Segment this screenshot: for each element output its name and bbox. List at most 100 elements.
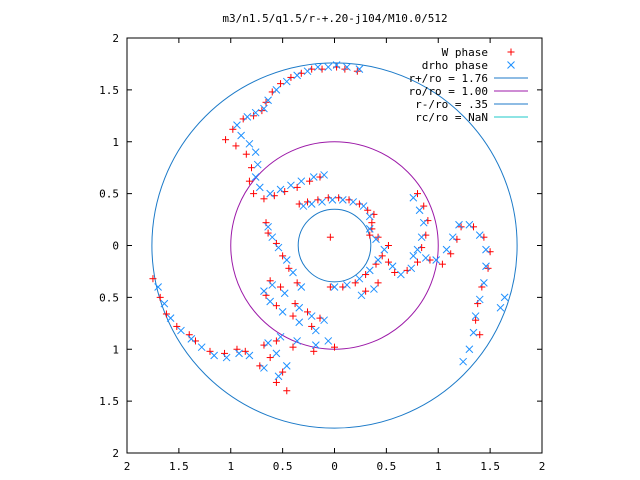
drho-phase-point bbox=[365, 266, 374, 275]
drho-phase-point bbox=[343, 63, 351, 71]
drho-phase-point bbox=[388, 262, 397, 271]
circle-r-ratio bbox=[297, 208, 372, 283]
w-phase-point bbox=[289, 343, 297, 351]
y-tick-label: 1.5 bbox=[99, 395, 119, 408]
drho-phase-point bbox=[197, 343, 206, 352]
drho-phase-point bbox=[303, 67, 312, 76]
w-phase-point bbox=[351, 279, 359, 287]
drho-phase-point bbox=[245, 351, 254, 360]
drho-phase-point bbox=[266, 297, 275, 306]
w-phase-point bbox=[229, 125, 237, 133]
drho-phase-point bbox=[160, 299, 169, 308]
drho-phase-point bbox=[210, 351, 219, 360]
drho-phase-point bbox=[260, 364, 268, 372]
y-tick-label: 0.5 bbox=[99, 188, 119, 201]
x-tick-label: 1 bbox=[435, 460, 442, 473]
w-phase-point bbox=[326, 233, 334, 241]
drho-phase-point bbox=[233, 121, 241, 130]
drho-phase-point bbox=[332, 61, 341, 69]
drho-phase-point bbox=[166, 314, 175, 322]
data-points bbox=[149, 61, 509, 395]
legend-label: ro/ro = 1.00 bbox=[409, 85, 488, 98]
w-phase-point bbox=[293, 279, 301, 287]
w-phase-point bbox=[447, 250, 455, 258]
w-phase-point bbox=[364, 206, 372, 214]
w-phase-point bbox=[250, 112, 258, 120]
drho-phase-point bbox=[260, 104, 268, 113]
axis-ticks: 2 1.5 1 0.5 0 0.5 1 1.5 221.510.500.511.52 bbox=[99, 32, 545, 473]
drho-phase-point bbox=[255, 183, 264, 192]
drho-phase-point bbox=[328, 195, 337, 204]
y-tick-label: 0 bbox=[112, 240, 119, 253]
x-tick-label: 1.5 bbox=[480, 460, 500, 473]
y-tick-label: 0.5 bbox=[99, 291, 119, 304]
w-phase-point bbox=[291, 300, 299, 308]
drho-phase-point bbox=[370, 285, 378, 293]
drho-phase-point bbox=[496, 303, 505, 312]
w-phase-point bbox=[420, 202, 428, 210]
w-phase-point bbox=[206, 347, 214, 355]
legend-marker bbox=[507, 61, 515, 69]
legend-marker bbox=[507, 48, 515, 56]
drho-phase-point bbox=[272, 349, 281, 358]
w-phase-point bbox=[310, 347, 318, 355]
legend-label: drho phase bbox=[422, 59, 488, 72]
y-tick-label: 2 bbox=[112, 32, 119, 45]
w-phase-point bbox=[279, 368, 287, 376]
drho-phase-point bbox=[222, 353, 231, 362]
w-phase-point bbox=[248, 164, 255, 172]
w-phase-point bbox=[391, 268, 399, 276]
w-phase-point bbox=[156, 293, 164, 301]
w-phase-point bbox=[245, 177, 253, 185]
w-phase-point bbox=[250, 190, 258, 198]
drho-phase-point bbox=[235, 349, 243, 358]
drho-phase-point bbox=[355, 65, 364, 73]
drho-phase-point bbox=[320, 171, 328, 179]
w-phase-point bbox=[272, 337, 280, 345]
drho-phase-point bbox=[407, 264, 416, 273]
drho-phase-point bbox=[266, 189, 275, 198]
drho-phase-point bbox=[299, 202, 308, 210]
w-phase-point bbox=[366, 231, 374, 239]
drho-phase-point bbox=[287, 181, 295, 190]
drho-phase-point bbox=[260, 287, 268, 296]
w-phase-point bbox=[242, 150, 250, 158]
drho-phase-point bbox=[177, 326, 185, 335]
drho-phase-point bbox=[237, 131, 245, 140]
drho-phase-point bbox=[278, 308, 287, 316]
drho-phase-point bbox=[357, 291, 366, 300]
w-phase-point bbox=[272, 302, 280, 310]
drho-phase-point bbox=[324, 63, 333, 71]
w-phase-point bbox=[414, 190, 421, 198]
drho-phase-point bbox=[349, 198, 358, 206]
w-phase-point bbox=[362, 287, 370, 295]
w-phase-point bbox=[472, 316, 480, 324]
drho-phase-point bbox=[154, 283, 162, 291]
w-phase-point bbox=[384, 242, 392, 249]
drho-phase-point bbox=[455, 220, 463, 229]
drho-phase-point bbox=[251, 148, 260, 156]
drho-phase-point bbox=[295, 318, 304, 327]
drho-phase-point bbox=[314, 63, 322, 71]
w-phase-point bbox=[378, 252, 386, 260]
w-phase-point bbox=[384, 258, 392, 266]
w-phase-point bbox=[287, 73, 295, 81]
drho-phase-point bbox=[417, 233, 426, 242]
w-phase-point bbox=[260, 195, 268, 203]
legend-label: rc/ro = NaN bbox=[415, 111, 488, 124]
w-phase-point bbox=[232, 142, 240, 150]
w-phase-point bbox=[362, 271, 370, 279]
w-phase-point bbox=[374, 279, 382, 287]
drho-phase-point bbox=[311, 326, 320, 335]
drho-phase-point bbox=[330, 283, 339, 291]
w-phase-point bbox=[266, 354, 274, 362]
drho-phase-point bbox=[289, 268, 297, 277]
drho-phase-point bbox=[421, 254, 430, 262]
x-tick-label: 1.5 bbox=[169, 460, 189, 473]
drho-phase-point bbox=[359, 202, 368, 210]
drho-phase-point bbox=[307, 312, 316, 320]
w-phase-point bbox=[438, 260, 446, 268]
w-phase-point bbox=[293, 183, 301, 191]
drho-phase-point bbox=[293, 337, 302, 345]
